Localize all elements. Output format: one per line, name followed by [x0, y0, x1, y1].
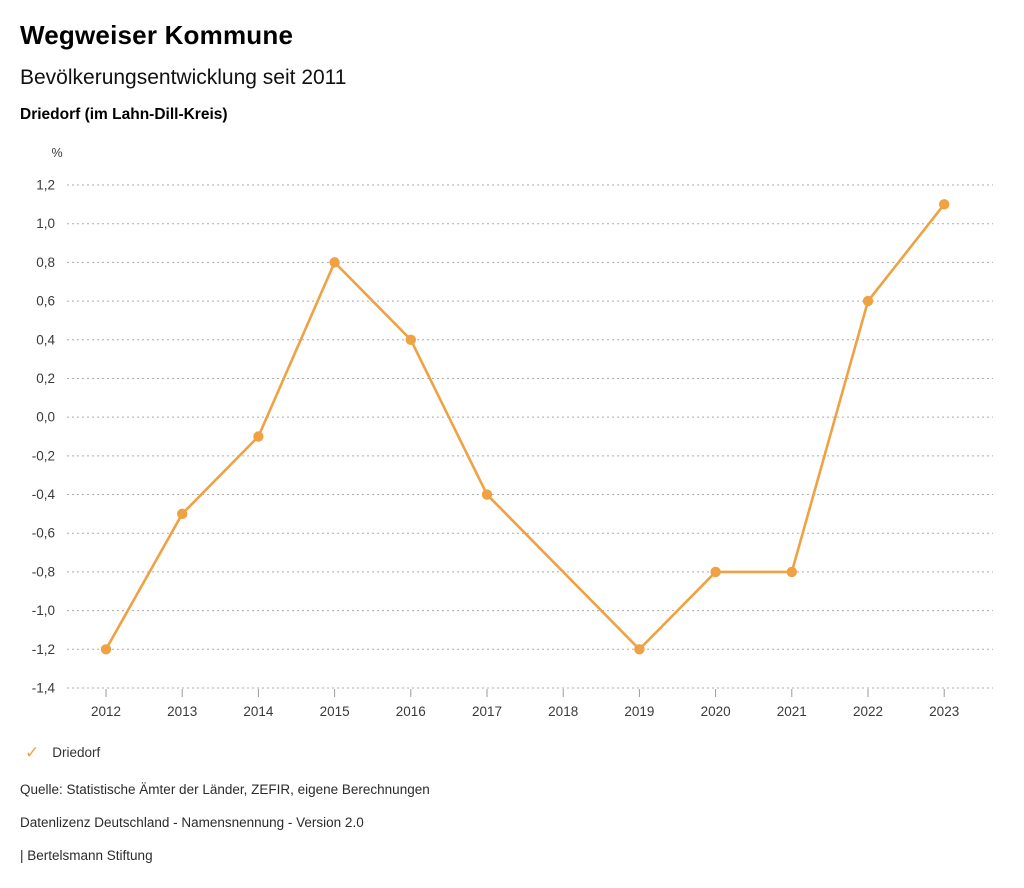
x-tick-label: 2017 [472, 704, 502, 719]
legend-item-driedorf[interactable]: ✓ Driedorf [25, 744, 100, 761]
x-tick-label: 2021 [777, 704, 807, 719]
data-point[interactable] [710, 566, 721, 578]
check-icon[interactable]: ✓ [25, 743, 40, 762]
x-tick-label: 2018 [548, 704, 578, 719]
x-tick-label: 2014 [243, 704, 274, 719]
x-tick-label: 2015 [320, 704, 350, 719]
data-point[interactable] [253, 431, 264, 442]
y-tick-label: -0,8 [32, 564, 55, 579]
data-point[interactable] [177, 508, 188, 520]
data-point[interactable] [481, 489, 493, 500]
footer: Quelle: Statistische Ämter der Länder, Z… [20, 782, 430, 881]
x-tick-label: 2022 [853, 704, 883, 719]
source-note: Quelle: Statistische Ämter der Länder, Z… [20, 782, 430, 797]
y-tick-label: 0,8 [36, 255, 55, 270]
y-tick-label: 0,4 [36, 332, 55, 347]
x-tick-label: 2020 [701, 704, 731, 719]
x-tick-label: 2023 [929, 704, 959, 719]
data-point[interactable] [405, 334, 416, 345]
data-point[interactable] [862, 295, 874, 307]
page-title: Wegweiser Kommune [20, 20, 294, 50]
population-line-chart: % 1,2 1,0 0,8 0,6 0,4 0,2 0,0 -0,2 -0,4 -0,6 -0,8 -1… [32, 146, 993, 719]
y-tick-label: 1,2 [36, 178, 55, 193]
data-point[interactable] [329, 257, 340, 268]
region-title: Driedorf (im Lahn-Dill-Kreis) [20, 106, 228, 123]
y-tick-label: -1,2 [32, 642, 55, 657]
y-tick-label: -1,4 [32, 681, 56, 696]
data-point[interactable] [939, 199, 950, 210]
page-subtitle: Bevölkerungsentwicklung seit 2011 [20, 66, 347, 89]
data-point[interactable] [634, 644, 645, 655]
license-note: Datenlizenz Deutschland - Namensnennung … [20, 815, 364, 830]
series-line-driedorf [104, 203, 946, 651]
y-tick-label: 1,0 [36, 216, 55, 231]
data-point[interactable] [786, 566, 797, 578]
legend-label: Driedorf [52, 745, 101, 760]
x-tick-label: 2012 [91, 704, 121, 719]
y-tick-label: -1,0 [32, 603, 55, 618]
y-tick-label: -0,6 [32, 526, 55, 541]
y-tick-label: 0,0 [36, 410, 55, 425]
y-tick-label: -0,2 [32, 448, 55, 463]
data-point[interactable] [100, 644, 112, 655]
x-tick-label: 2013 [167, 704, 197, 719]
y-axis-unit: % [51, 146, 62, 160]
x-tick-label: 2019 [624, 704, 654, 719]
y-tick-label: 0,6 [36, 294, 55, 309]
attribution-note: | Bertelsmann Stiftung [20, 848, 153, 863]
y-tick-label: 0,2 [36, 371, 55, 386]
x-tick-label: 2016 [396, 704, 426, 719]
y-tick-label: -0,4 [32, 487, 56, 502]
